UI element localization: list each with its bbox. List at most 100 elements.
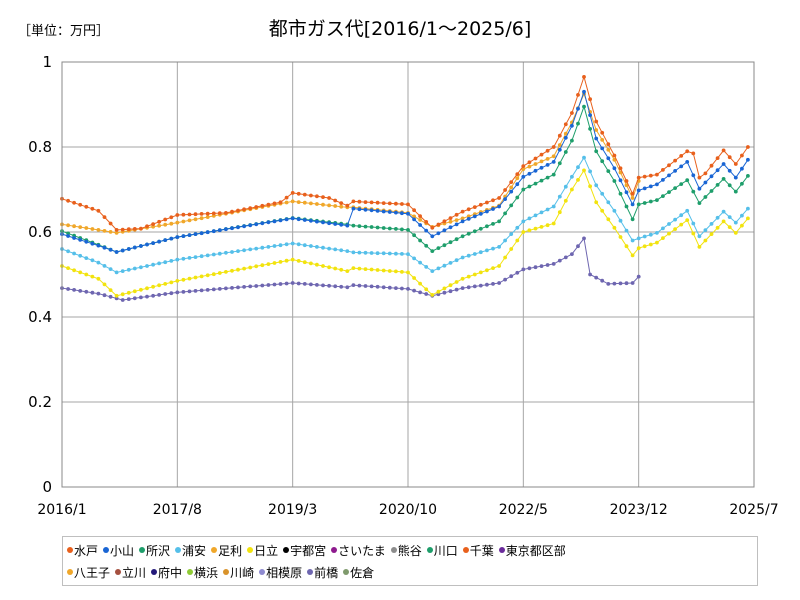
data-point xyxy=(369,225,374,229)
data-point xyxy=(673,227,677,232)
data-point xyxy=(272,219,277,224)
data-point xyxy=(606,142,611,147)
data-point xyxy=(120,298,125,302)
x-tick-label: 2016/1 xyxy=(37,502,86,518)
data-point xyxy=(205,253,210,258)
legend-label: 府中 xyxy=(158,566,183,580)
data-point xyxy=(466,231,471,236)
legend-label: 熊谷 xyxy=(397,544,422,558)
series-前橋 xyxy=(60,236,641,302)
data-point xyxy=(145,294,149,299)
data-point xyxy=(114,231,119,235)
data-point xyxy=(139,226,143,231)
data-point xyxy=(78,270,83,275)
data-point xyxy=(400,227,404,232)
data-point xyxy=(491,222,495,226)
data-point xyxy=(570,174,574,179)
data-point xyxy=(394,227,398,231)
data-point xyxy=(673,169,677,173)
data-point xyxy=(570,252,574,256)
legend-marker xyxy=(426,546,433,553)
data-point xyxy=(236,285,240,290)
data-point xyxy=(163,292,168,296)
data-point xyxy=(636,246,641,251)
data-point xyxy=(582,104,586,109)
data-point xyxy=(315,194,319,199)
data-point xyxy=(78,202,83,207)
data-point xyxy=(612,166,617,171)
data-point xyxy=(521,164,526,169)
data-point xyxy=(333,266,338,271)
data-point xyxy=(66,231,70,236)
data-point xyxy=(594,136,599,141)
data-point xyxy=(309,282,313,287)
data-point xyxy=(454,218,459,223)
data-point xyxy=(442,286,447,291)
data-point xyxy=(309,244,313,248)
data-point xyxy=(205,230,210,235)
data-point xyxy=(618,178,623,183)
data-point xyxy=(266,262,271,266)
legend-item: 所沢 xyxy=(139,542,170,559)
data-point xyxy=(642,244,647,249)
data-point xyxy=(266,245,271,249)
data-point xyxy=(345,249,350,254)
data-point xyxy=(400,211,404,216)
data-point xyxy=(503,211,507,216)
data-point xyxy=(746,206,750,211)
data-point xyxy=(406,211,410,216)
data-point xyxy=(576,121,580,126)
data-point xyxy=(576,178,580,182)
data-point xyxy=(588,272,592,277)
data-point xyxy=(72,251,76,256)
data-point xyxy=(624,190,629,195)
series-line xyxy=(61,75,749,231)
data-point xyxy=(691,189,696,194)
legend-item: さいたま xyxy=(331,542,386,559)
data-point xyxy=(600,208,605,213)
data-point xyxy=(339,284,344,289)
data-point xyxy=(557,133,562,138)
legend-item: 千葉 xyxy=(462,542,494,559)
data-point xyxy=(460,286,465,290)
data-point xyxy=(485,268,489,273)
data-point xyxy=(418,238,422,243)
data-point xyxy=(339,204,344,209)
data-point xyxy=(600,191,605,196)
data-point xyxy=(673,158,677,163)
data-point xyxy=(521,267,526,272)
data-point xyxy=(460,216,465,221)
data-point xyxy=(648,173,653,178)
data-point xyxy=(563,198,568,203)
data-point xyxy=(126,247,131,251)
data-point xyxy=(321,264,325,268)
legend-label: 足利 xyxy=(218,544,243,558)
data-point xyxy=(327,196,331,200)
data-point xyxy=(339,201,344,206)
data-point xyxy=(606,156,611,161)
data-point xyxy=(551,221,556,226)
data-point xyxy=(290,199,295,204)
legend-label: 小山 xyxy=(110,544,135,558)
data-point xyxy=(120,248,125,253)
data-point xyxy=(272,261,277,265)
data-point xyxy=(217,287,222,291)
data-point xyxy=(224,250,228,255)
data-point xyxy=(515,195,520,200)
data-point xyxy=(454,222,459,227)
data-point xyxy=(661,178,665,182)
legend-item: 東京都区部 xyxy=(498,542,566,559)
data-point xyxy=(545,263,550,267)
data-point xyxy=(545,223,550,228)
data-point xyxy=(296,281,301,286)
data-point xyxy=(721,209,726,214)
data-point xyxy=(746,216,750,221)
data-point xyxy=(381,268,386,273)
data-point xyxy=(224,270,228,274)
data-point xyxy=(217,211,222,216)
data-point xyxy=(163,260,168,265)
x-tick-label: 2019/3 xyxy=(268,502,317,518)
data-point xyxy=(296,259,301,263)
x-tick-label: 2023/12 xyxy=(610,502,668,518)
